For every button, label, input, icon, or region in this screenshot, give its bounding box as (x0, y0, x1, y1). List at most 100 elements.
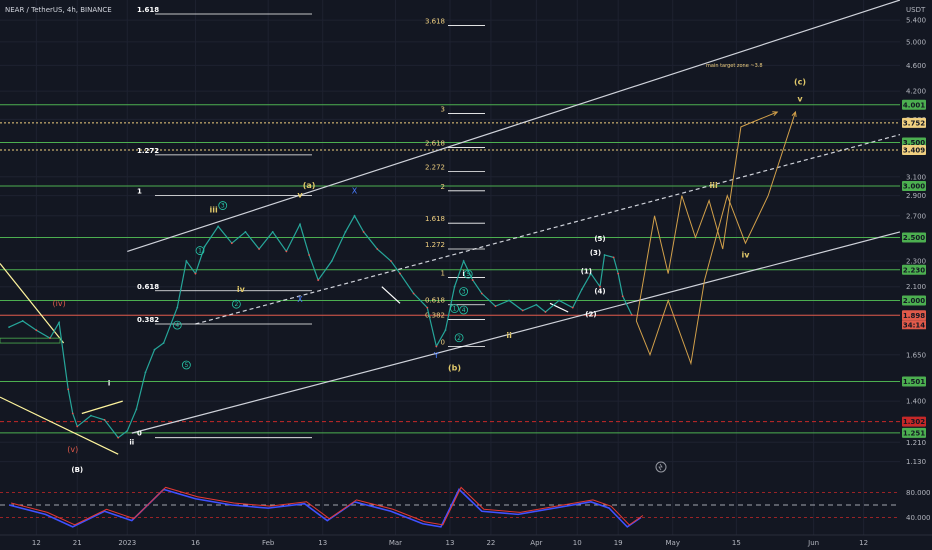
fib2-level-label: 2.272 (425, 163, 445, 171)
projection-paths (635, 110, 797, 366)
close-price-point (49, 337, 51, 340)
time-axis[interactable]: 12 21 2023 16 Feb 13 Mar 13 22 Apr 10 19 May 15 Jun 12 (0, 534, 932, 547)
close-price-point (590, 272, 592, 275)
wave-label: (v) (67, 445, 78, 454)
price-level-tag-label: 2.230 (903, 266, 925, 274)
close-price-point (353, 214, 356, 217)
wave-label: i (462, 270, 464, 278)
close-price-point (344, 231, 347, 233)
wave-label: (1) (581, 268, 592, 276)
price-tick-label: 1.210 (906, 439, 926, 447)
wave-circle (450, 304, 459, 313)
flag-line-1 (381, 286, 401, 304)
symbol-title: NEAR / TetherUS, 4h, BINANCE (5, 6, 112, 14)
price-level-tag-label: 1.251 (903, 429, 925, 437)
small-flag-line (81, 400, 123, 415)
close-price-point (76, 425, 79, 428)
price-tick-label: 1.400 (906, 398, 926, 406)
close-price-point (244, 231, 247, 233)
close-price-point (426, 306, 429, 309)
wave-label: 1 (453, 306, 457, 313)
close-price-point (8, 326, 10, 328)
wave-label: (c) (794, 77, 806, 86)
price-level-tag (902, 295, 926, 306)
close-price-point (603, 254, 606, 256)
wave-label: i (108, 379, 110, 387)
price-tick-label: 4.600 (906, 62, 926, 70)
price-tick-label: 2.900 (906, 192, 926, 200)
price-level-tag-label: 1.501 (903, 378, 925, 386)
close-price-point (117, 436, 120, 439)
median-channel-line (195, 134, 901, 325)
price-tick-label: 4.200 (906, 88, 926, 96)
wave-label: (B) (71, 466, 83, 474)
close-price-point (544, 311, 547, 313)
wave-label: 2 (234, 301, 238, 308)
price-level-tag-label: 3.409 (903, 146, 925, 154)
price-level-tag (902, 427, 926, 438)
wave-label: 5 (184, 362, 188, 369)
price-level-tag (902, 264, 926, 275)
indicator-upper-label: 80.000 (906, 489, 931, 497)
wave-circle (231, 299, 241, 309)
wave-circle (454, 333, 464, 343)
replay-icon[interactable] (655, 461, 667, 473)
time-tick-label: 22 (486, 539, 495, 547)
close-price-point (471, 279, 474, 281)
close-price-point (162, 342, 165, 344)
wave-label: X (352, 187, 358, 196)
close-price-point (185, 260, 188, 262)
horizontal-levels (0, 104, 900, 434)
wave-label: iv (741, 250, 750, 259)
close-price-point (35, 329, 38, 332)
wave-label: ii (129, 439, 134, 447)
close-price-point (308, 254, 310, 256)
close-price-point (453, 285, 456, 288)
price-axis[interactable]: 5.4005.0004.6004.2003.8003.1002.9002.700… (900, 0, 932, 550)
countdown-label: 34:14 (903, 321, 925, 329)
wave-circle (218, 201, 228, 210)
wave-label: 1 (198, 248, 202, 255)
price-level-tag (902, 144, 926, 155)
price-tick-label: 1.650 (906, 351, 926, 359)
close-price-point (612, 256, 615, 259)
time-tick-label: Jun (807, 539, 819, 547)
close-price-point (67, 388, 70, 391)
fib2-level-label: 3.618 (425, 17, 445, 25)
price-level-tag-label: 3.752 (903, 119, 925, 127)
indicator-lower-label: 40.000 (906, 514, 931, 522)
fib2-level-label: 2.618 (425, 139, 445, 147)
close-price-point (617, 272, 620, 275)
price-level-tag (902, 310, 926, 321)
price-tick-label: 5.400 (906, 17, 926, 25)
time-tick-label: 16 (191, 539, 200, 547)
fib1-level-label: 1 (137, 188, 142, 196)
time-tick-label: 13 (446, 539, 455, 547)
wave-label: (iv) (52, 299, 65, 308)
close-price-point (258, 248, 260, 250)
wave-label: X (297, 295, 303, 304)
fib1-level-label: 0.618 (137, 283, 159, 291)
wave-circle (463, 269, 473, 279)
fib-retracement-2: 3.618 3 2.618 2.272 2 1.618 1.272 1 0.618 0.382 0 (425, 17, 485, 347)
close-price-point (580, 288, 583, 291)
close-price-point (271, 231, 274, 233)
close-price-point (90, 414, 92, 417)
price-level-tag (902, 181, 926, 192)
price-tick-label: 1.130 (906, 458, 926, 466)
close-price-point (299, 223, 301, 226)
wave-label: (a) (303, 181, 316, 190)
projection-arrowhead (791, 110, 797, 118)
close-price-point (285, 250, 288, 253)
wave-label: 4 (175, 322, 179, 329)
close-price-point (135, 408, 138, 411)
wave-label: v (797, 94, 803, 103)
time-tick-label: 13 (318, 539, 327, 547)
close-price-point (376, 248, 379, 250)
close-price-point (630, 314, 633, 316)
close-price-point (480, 292, 483, 295)
time-tick-label: 10 (573, 539, 582, 547)
wedge-upper-line (0, 263, 65, 344)
time-tick-label: May (665, 539, 679, 547)
